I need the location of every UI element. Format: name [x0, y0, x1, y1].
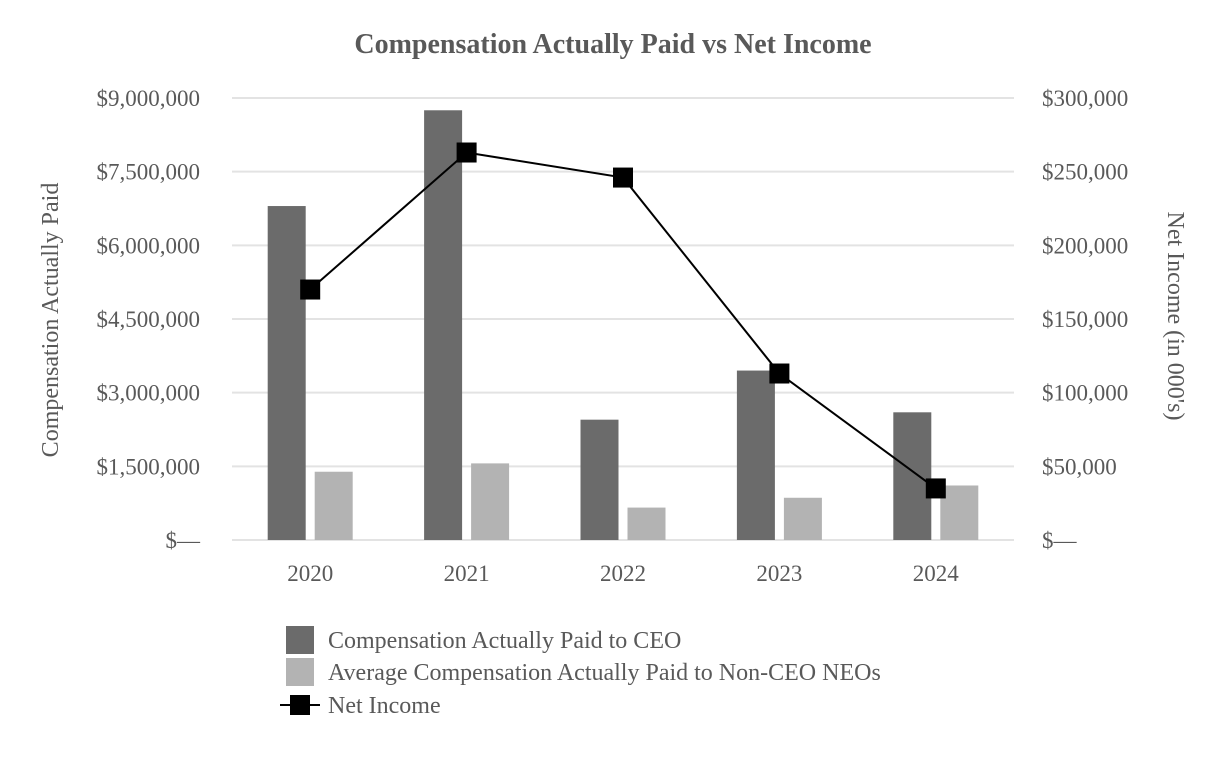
legend-marker-swatch [290, 695, 310, 715]
right-tick-label: $50,000 [1042, 454, 1117, 479]
legend-swatch [286, 626, 314, 654]
ceo-bar [580, 419, 619, 540]
left-tick-label: $9,000,000 [97, 86, 201, 111]
right-tick-label: $300,000 [1042, 86, 1128, 111]
left-tick-label: $1,500,000 [97, 454, 201, 479]
net-income-marker [456, 142, 477, 163]
x-tick-label: 2020 [287, 561, 333, 586]
chart-title: Compensation Actually Paid vs Net Income [354, 29, 871, 60]
right-tick-label: $— [1042, 528, 1078, 553]
net-income-marker [613, 167, 633, 188]
right-axis-title: Net Income (in 000's) [1162, 212, 1188, 421]
neo-bar [314, 471, 353, 540]
legend: Compensation Actually Paid to CEO Average… [280, 626, 881, 719]
ceo-bar [736, 370, 775, 540]
left-tick-label: $7,500,000 [97, 160, 201, 185]
left-axis-title: Compensation Actually Paid [38, 183, 64, 458]
left-tick-label: $— [166, 528, 202, 553]
net-income-marker [769, 363, 790, 384]
neo-bar [940, 485, 979, 540]
right-axis-ticks: $— $50,000 $100,000 $150,000 $200,000 $250,00… [1042, 86, 1128, 553]
left-axis-ticks: $— $1,500,000 $3,000,000 $4,500,000 $6,000,0… [97, 86, 202, 553]
left-tick-label: $3,000,000 [97, 381, 201, 406]
ceo-bar [267, 206, 306, 541]
right-tick-label: $100,000 [1042, 381, 1128, 406]
right-tick-label: $150,000 [1042, 307, 1128, 332]
right-tick-label: $250,000 [1042, 160, 1128, 185]
x-tick-label: 2024 [913, 561, 960, 586]
x-tick-label: 2023 [756, 561, 802, 586]
left-tick-label: $4,500,000 [97, 307, 201, 332]
legend-swatch [286, 658, 314, 686]
neo-bar [471, 463, 510, 540]
x-tick-label: 2021 [444, 561, 490, 586]
legend-label: Net Income [328, 693, 441, 719]
net-income-line [300, 142, 946, 499]
x-axis-ticks: 2020 2021 2022 2023 2024 [287, 561, 959, 586]
left-tick-label: $6,000,000 [97, 233, 201, 258]
ceo-bar [424, 110, 463, 541]
neo-bar [627, 507, 666, 540]
neo-bar [783, 497, 822, 540]
right-tick-label: $200,000 [1042, 233, 1128, 258]
bars [267, 110, 979, 541]
net-income-marker [925, 478, 946, 499]
net-income-marker [300, 279, 321, 300]
ceo-bar [893, 412, 932, 540]
legend-label: Compensation Actually Paid to CEO [328, 628, 681, 654]
legend-label: Average Compensation Actually Paid to No… [328, 660, 881, 686]
x-tick-label: 2022 [600, 561, 646, 586]
net-income-polyline [309, 151, 937, 490]
